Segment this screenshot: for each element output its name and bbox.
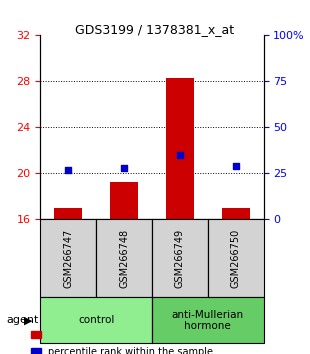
Bar	[166, 78, 194, 219]
Text: GSM266750: GSM266750	[231, 229, 241, 288]
Text: percentile rank within the sample: percentile rank within the sample	[48, 347, 213, 354]
Text: agent: agent	[6, 315, 38, 325]
Bar	[222, 208, 250, 219]
Text: GDS3199 / 1378381_x_at: GDS3199 / 1378381_x_at	[75, 23, 235, 36]
Bar	[110, 182, 138, 219]
Text: GSM266749: GSM266749	[175, 229, 185, 288]
Text: control: control	[78, 315, 114, 325]
Point	[177, 152, 182, 158]
Text: GSM266747: GSM266747	[63, 229, 73, 288]
Text: GSM266748: GSM266748	[119, 229, 129, 288]
Text: anti-Mullerian
hormone: anti-Mullerian hormone	[172, 309, 244, 331]
Text: count: count	[48, 330, 76, 339]
Bar	[54, 208, 82, 219]
Point	[233, 163, 238, 169]
Point	[66, 167, 71, 173]
Point	[122, 165, 126, 171]
Text: ▶: ▶	[24, 315, 32, 325]
